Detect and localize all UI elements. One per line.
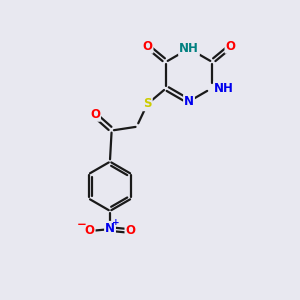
Text: O: O xyxy=(125,224,135,237)
Text: O: O xyxy=(90,108,100,121)
Text: NH: NH xyxy=(179,42,199,55)
Text: O: O xyxy=(226,40,236,53)
Text: S: S xyxy=(143,97,152,110)
Text: O: O xyxy=(85,224,94,237)
Text: NH: NH xyxy=(214,82,234,95)
Text: N: N xyxy=(184,95,194,108)
Text: +: + xyxy=(112,218,120,227)
Text: −: − xyxy=(77,218,87,231)
Text: N: N xyxy=(105,222,115,235)
Text: O: O xyxy=(142,40,152,53)
